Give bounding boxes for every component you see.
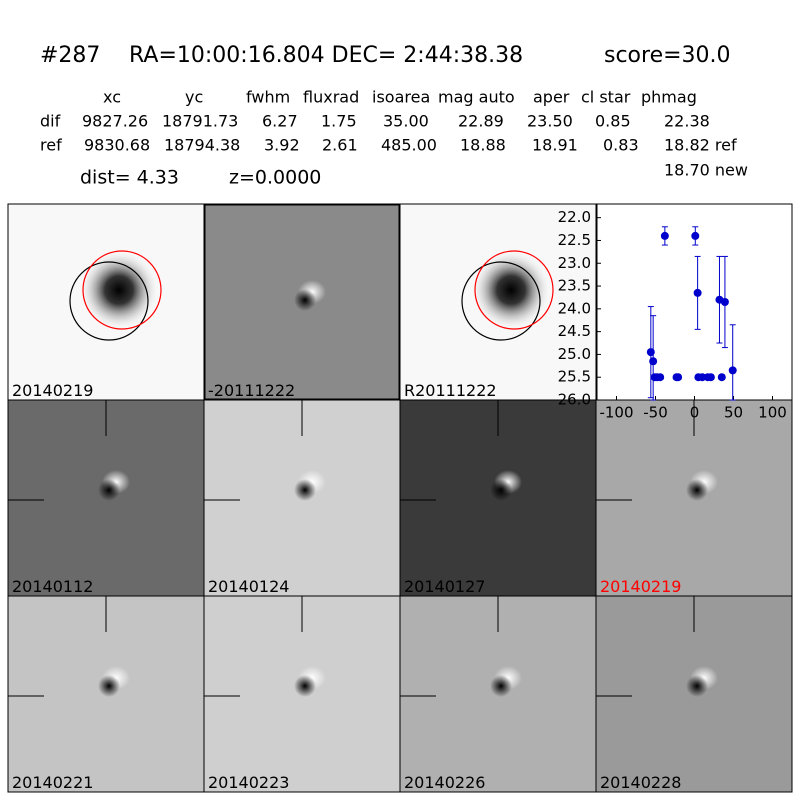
residual-dark	[490, 479, 512, 501]
stamp-label: 20140127	[404, 577, 485, 596]
y-tick-label: 25.5	[558, 368, 591, 386]
residual-dark	[294, 479, 316, 501]
residual-dark	[98, 675, 120, 697]
score: score=30.0	[604, 43, 731, 68]
y-tick-label: 26.0	[558, 391, 591, 409]
column-header: fwhm	[246, 88, 290, 107]
table-cell: 0.85	[595, 112, 631, 131]
y-tick-label: 25.0	[558, 345, 591, 363]
data-point	[660, 231, 669, 240]
table-cell: 22.89	[458, 112, 504, 131]
stamp-label: -20111222	[208, 381, 295, 400]
table-cell: 485.00	[381, 136, 437, 155]
data-point	[674, 373, 683, 382]
data-point	[691, 231, 700, 240]
table-cell: ref	[40, 136, 62, 155]
residual-dark	[686, 675, 708, 697]
column-header: fluxrad	[303, 88, 359, 107]
stamp-label: 20140124	[208, 577, 289, 596]
star	[79, 250, 159, 330]
column-header: aper	[533, 88, 570, 107]
stamp-label: 20140226	[404, 773, 485, 792]
data-point	[706, 373, 715, 382]
data-point	[720, 298, 729, 306]
stamp-label: 20140219	[12, 381, 93, 400]
table-cell: 18791.73	[162, 112, 238, 131]
stamp-image	[204, 204, 400, 400]
residual-dark	[294, 289, 316, 311]
stamp-label: R20111222	[404, 381, 497, 400]
table-cell: 18794.38	[164, 136, 240, 155]
table-cell: 22.38	[664, 112, 710, 131]
column-header: mag auto	[438, 88, 515, 107]
table-cell: 35.00	[383, 112, 429, 131]
column-header: cl star	[581, 88, 631, 107]
y-tick-label: 24.0	[558, 299, 591, 317]
residual-dark	[490, 675, 512, 697]
redshift: z=0.0000	[229, 167, 321, 189]
x-tick-label: -50	[643, 404, 668, 422]
data-point	[693, 288, 702, 297]
x-tick-label: 50	[724, 404, 743, 422]
y-tick-label: 23.5	[558, 277, 591, 295]
residual-dark	[98, 479, 120, 501]
aperture-red	[474, 250, 554, 330]
x-tick-label: 0	[690, 404, 700, 422]
stamp-label: 20140219	[600, 577, 681, 596]
x-tick-label: -100	[599, 404, 633, 422]
aperture-black	[461, 261, 541, 341]
table-cell: 1.75	[321, 112, 357, 131]
table-cell: dif	[40, 112, 61, 131]
table-cell: 9827.26	[82, 112, 148, 131]
coordinates: RA=10:00:16.804 DEC= 2:44:38.38	[129, 43, 523, 68]
aperture-black	[69, 261, 149, 341]
aperture-red	[82, 250, 162, 330]
stamp-label: 20140228	[600, 773, 681, 792]
table-cell: 18.88	[460, 136, 506, 155]
y-tick-label: 23.0	[558, 254, 591, 272]
table-cell: 9830.68	[84, 136, 150, 155]
y-tick-label: 22.5	[558, 231, 591, 249]
column-header: phmag	[641, 88, 697, 107]
x-tick-label: 100	[758, 404, 787, 422]
column-header: isoarea	[372, 88, 430, 107]
y-tick-label: 22.0	[558, 208, 591, 226]
table-cell: 6.27	[262, 112, 298, 131]
column-header: yc	[185, 88, 203, 107]
table-cell: 18.82 ref	[664, 136, 737, 155]
table-cell: 2.61	[322, 136, 358, 155]
star	[471, 250, 551, 330]
residual-dark	[294, 675, 316, 697]
data-point	[717, 373, 726, 382]
table-cell: 18.91	[532, 136, 578, 155]
stamp-label: 20140112	[12, 577, 93, 596]
table-cell: 0.83	[603, 136, 639, 155]
data-point	[656, 373, 665, 382]
data-point	[649, 357, 658, 366]
stamp-label: 20140223	[208, 773, 289, 792]
stamp-label: 20140221	[12, 773, 93, 792]
phmag-new: 18.70 new	[664, 161, 748, 180]
column-header: xc	[103, 88, 121, 107]
data-point	[728, 366, 737, 375]
distance: dist= 4.33	[80, 167, 179, 189]
residual-dark	[686, 479, 708, 501]
table-cell: 23.50	[527, 112, 573, 131]
table-cell: 3.92	[264, 136, 300, 155]
y-tick-label: 24.5	[558, 322, 591, 340]
candidate-id: #287	[40, 43, 100, 68]
